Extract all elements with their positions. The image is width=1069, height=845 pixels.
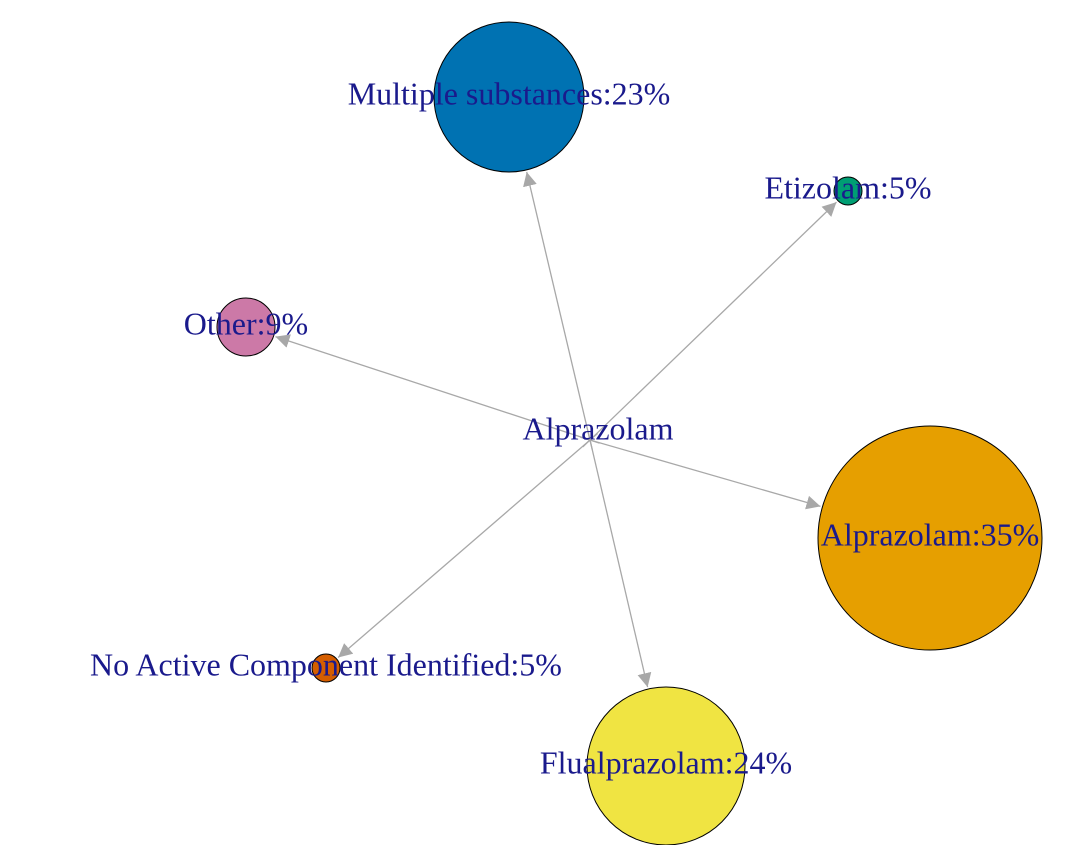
node-label: Etizolam:5% bbox=[764, 169, 931, 205]
node-label: No Active Component Identified:5% bbox=[90, 646, 562, 682]
edge bbox=[582, 201, 837, 448]
edge bbox=[523, 171, 593, 450]
node bbox=[833, 176, 863, 206]
node bbox=[311, 653, 341, 683]
edge bbox=[587, 430, 652, 688]
edge bbox=[275, 334, 600, 444]
edge bbox=[580, 436, 821, 510]
edge bbox=[337, 432, 598, 659]
node-label: Flualprazolam:24% bbox=[540, 744, 792, 780]
node-label: Alprazolam:35% bbox=[821, 516, 1040, 552]
node-label: Multiple substances:23% bbox=[348, 75, 671, 111]
center-label: Alprazolam bbox=[522, 410, 673, 446]
node bbox=[433, 21, 585, 173]
node bbox=[817, 425, 1043, 651]
node bbox=[216, 297, 276, 357]
node-label: Other:9% bbox=[184, 305, 308, 341]
node bbox=[586, 686, 746, 845]
